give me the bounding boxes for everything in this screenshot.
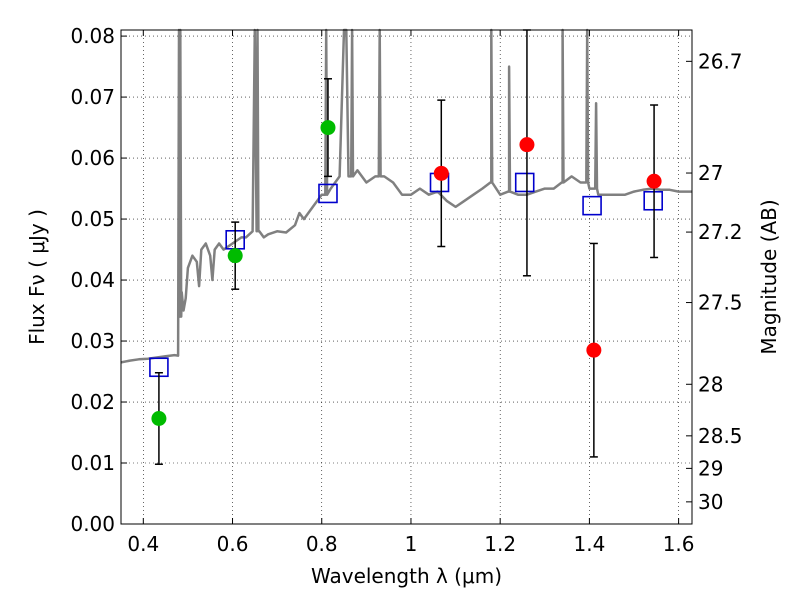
y-tick-label: 0.00	[70, 512, 115, 536]
plot-frame	[120, 29, 693, 525]
right-axis-label: Magnitude (AB)	[757, 199, 781, 354]
x-tick-label: 1.4	[573, 532, 605, 556]
right-tick-label: 28.5	[698, 424, 743, 448]
model-square-marker	[318, 183, 338, 204]
y-tick-label: 0.01	[70, 451, 115, 475]
x-tick-label: 1.2	[484, 532, 516, 556]
x-tick-label: 1	[405, 532, 418, 556]
y-tick-label: 0.04	[70, 268, 115, 292]
y-tick-label: 0.03	[70, 329, 115, 353]
right-tick-label: 30	[698, 490, 723, 514]
y-tick-label: 0.02	[70, 390, 115, 414]
y-tick-label: 0.08	[70, 24, 115, 48]
model-spectrum	[120, 28, 692, 364]
photometry-point	[320, 120, 336, 136]
x-tick-label: 1.6	[663, 532, 695, 556]
photometry-points	[149, 29, 663, 465]
y-tick-label: 0.07	[70, 85, 115, 109]
right-tick-label: 29	[698, 456, 723, 480]
right-tick-label: 28	[698, 372, 723, 396]
x-axis-label: Wavelength λ (μm)	[311, 564, 502, 588]
model-square-marker	[514, 172, 535, 193]
model-square-marker	[582, 195, 602, 216]
right-tick-label: 27.5	[698, 291, 743, 315]
photometry-point	[433, 165, 449, 181]
photometry-point	[227, 248, 243, 264]
x-tick-label: 0.8	[306, 532, 338, 556]
x-tick-label: 0.4	[127, 532, 159, 556]
x-tick-label: 0.6	[217, 532, 249, 556]
right-tick-label: 27	[698, 161, 723, 185]
photometry-point	[151, 410, 167, 426]
axis-ticks: 0.4 0.6 0.8 1 1.2 1.4 1.6 0.00 0.01 0.02 0.03 0.04 0…	[70, 24, 742, 556]
model-square-marker	[643, 190, 663, 211]
y-tick-label: 0.06	[70, 146, 115, 170]
photometry-point	[646, 173, 662, 189]
right-tick-label: 26.7	[698, 49, 743, 73]
spectrum-line	[120, 28, 692, 364]
photometry-point	[519, 137, 535, 153]
photometry-point	[586, 342, 602, 358]
y-axis-label: Flux Fν ( μJy )	[25, 209, 49, 345]
grid	[121, 30, 692, 525]
right-tick-label: 27.2	[698, 220, 743, 244]
y-tick-label: 0.05	[70, 207, 115, 231]
